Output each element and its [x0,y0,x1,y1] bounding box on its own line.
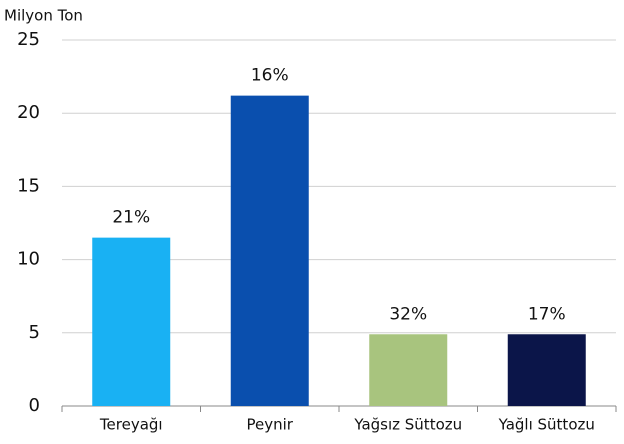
bar [92,237,171,406]
bar [507,334,586,406]
y-tick-label: 0 [29,395,40,416]
x-tick-label: Tereyağı [99,416,163,434]
y-tick-label: 5 [29,322,40,343]
y-tick-label: 25 [17,29,40,50]
annotation: 16% [251,66,289,86]
bar [230,95,309,406]
annotation: 17% [528,304,566,324]
x-tick-label: Peynir [247,416,294,434]
x-tick-label: Yağlı Süttozu [498,416,595,434]
annotation: 21% [112,208,150,228]
y-tick-label: 20 [17,102,40,123]
annotation: 32% [389,304,427,324]
y-tick-label: 10 [17,249,40,270]
x-tick-label: Yağsız Süttozu [353,416,462,434]
y-axis-label: Milyon Ton [4,7,83,25]
bar [369,334,448,406]
y-tick-label: 15 [17,175,40,196]
